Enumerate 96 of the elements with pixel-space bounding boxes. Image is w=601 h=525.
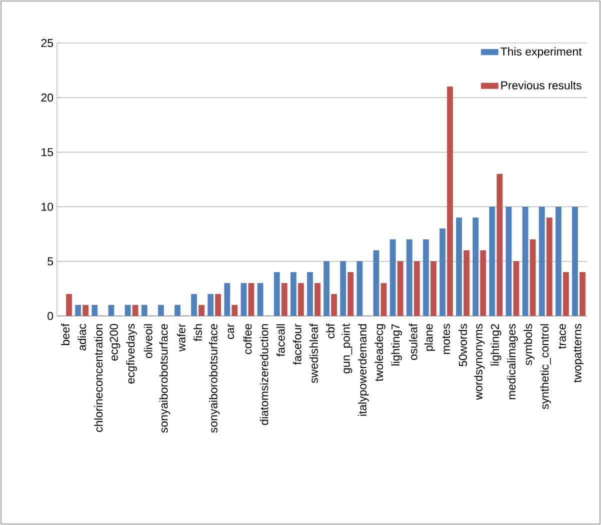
bar	[380, 283, 387, 316]
bar	[480, 250, 486, 316]
bar	[506, 206, 512, 316]
x-tick-label: symbols	[524, 324, 534, 366]
bar	[198, 304, 204, 316]
bar	[530, 239, 536, 316]
y-tick-label: 20	[41, 94, 54, 102]
bar	[281, 283, 288, 316]
bar	[562, 272, 569, 316]
bar	[248, 283, 254, 316]
bar	[348, 272, 354, 316]
bar	[66, 294, 72, 316]
bar	[340, 261, 346, 316]
bar	[430, 261, 436, 316]
bar	[546, 218, 552, 316]
bar	[82, 304, 89, 316]
x-tick-label: wordsynonyms	[474, 324, 485, 400]
bar	[331, 294, 337, 316]
x-tick-label: lighting7	[391, 324, 402, 366]
bar	[274, 272, 280, 316]
y-tick-label: 5	[48, 257, 54, 266]
bar	[513, 261, 520, 316]
bar	[440, 228, 446, 316]
bar	[538, 206, 545, 316]
bar	[298, 283, 304, 316]
x-tick-label: faceall	[276, 324, 285, 356]
x-tick-label: wafer	[177, 324, 186, 352]
bar	[472, 218, 479, 316]
bar	[447, 86, 453, 316]
bar	[174, 304, 180, 316]
x-tick-label: 50words	[458, 324, 467, 366]
bar	[108, 304, 114, 316]
x-tick-label: motes	[442, 324, 450, 354]
y-tick-label: 25	[41, 38, 54, 48]
bar	[456, 218, 462, 316]
x-tick-label: ecg200	[110, 324, 120, 361]
bar	[397, 261, 404, 316]
legend-label: This experiment	[500, 47, 582, 58]
bar	[422, 239, 429, 316]
x-tick-label: ecgfivedays	[126, 324, 137, 384]
bar	[314, 283, 320, 316]
x-tick-label: coffee	[243, 324, 252, 354]
y-tick-label: 0	[48, 312, 54, 320]
bar	[224, 283, 230, 316]
x-tick-label: oliveoil	[144, 324, 152, 358]
bar	[307, 272, 313, 316]
x-tick-label: italypowerdemand	[358, 324, 369, 416]
bar	[580, 272, 586, 316]
x-tick-label: beef	[61, 323, 70, 346]
bar	[572, 206, 578, 316]
bar	[215, 294, 222, 316]
bar	[406, 239, 412, 316]
x-tick-label: car	[228, 324, 234, 339]
x-tick-label: sonyaiborobotsurface	[159, 324, 170, 433]
bar	[75, 304, 82, 316]
x-tick-label: twoleadecg	[374, 324, 386, 382]
x-tick-label: chlorineconcentration	[94, 324, 103, 432]
bar	[390, 239, 396, 316]
bar	[489, 206, 496, 316]
bar	[356, 261, 363, 316]
bar	[240, 283, 247, 316]
x-tick-label: swedishleaf	[310, 324, 318, 384]
x-tick-label: medicalimages	[507, 324, 518, 400]
bar	[232, 304, 238, 316]
y-tick-label: 10	[42, 202, 54, 211]
bar	[208, 294, 214, 316]
bar	[92, 304, 98, 316]
x-tick-label: cbf	[326, 323, 334, 338]
x-tick-label: trace	[558, 324, 566, 349]
x-tick-label: twopatterns	[574, 324, 584, 383]
bar	[555, 206, 562, 316]
bar	[464, 250, 470, 316]
x-tick-label: lighting2	[490, 324, 502, 366]
x-tick-label: synthetic_control	[540, 324, 551, 410]
x-tick-label: adiac	[78, 324, 86, 350]
bar	[124, 304, 131, 316]
legend-label: Previous results	[501, 80, 582, 90]
bar	[496, 174, 503, 316]
bar	[414, 261, 420, 316]
bar	[158, 304, 164, 316]
bar	[290, 272, 296, 316]
bar	[141, 304, 148, 316]
x-tick-label: plane	[424, 324, 435, 351]
bar	[191, 294, 197, 316]
x-tick-label: gun_point	[342, 324, 352, 374]
x-tick-label: diatomsizereduction	[260, 324, 268, 425]
bar	[324, 261, 330, 316]
x-tick-label: facefour	[292, 324, 302, 365]
bar	[257, 283, 264, 316]
bar	[132, 304, 138, 316]
x-tick-label: fish	[194, 324, 202, 342]
bar	[522, 206, 528, 316]
bar	[373, 250, 380, 316]
x-tick-label: sonyaiborobotsurface	[209, 324, 220, 433]
y-tick-label: 15	[42, 148, 54, 156]
x-tick-label: osuleaf	[408, 323, 418, 360]
